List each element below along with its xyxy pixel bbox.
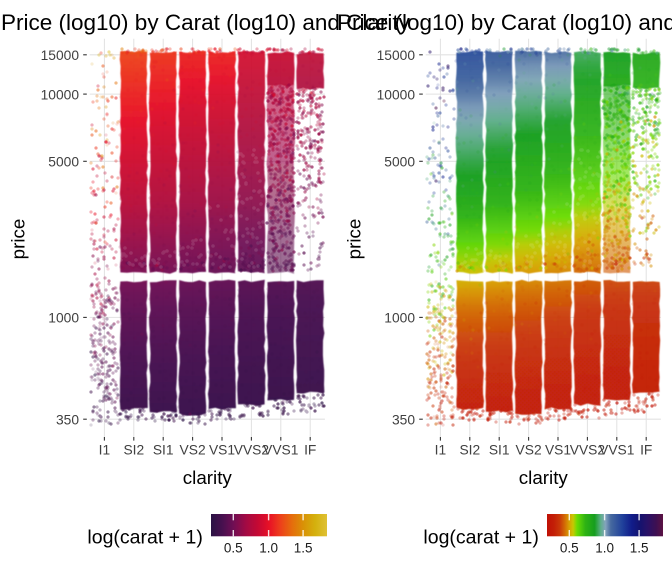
svg-text:0.5: 0.5 [560,541,579,556]
svg-text:15000: 15000 [41,48,80,63]
svg-text:log(carat + 1): log(carat + 1) [423,527,538,549]
svg-text:VS1: VS1 [545,443,571,458]
svg-text:1.5: 1.5 [630,541,649,556]
svg-text:price: price [344,219,365,260]
svg-text:1000: 1000 [48,311,79,326]
svg-text:VVS2: VVS2 [234,443,269,458]
svg-text:log(carat + 1): log(carat + 1) [87,527,202,549]
svg-text:price: price [8,219,29,260]
svg-text:VVS1: VVS1 [263,443,298,458]
svg-text:VVS2: VVS2 [570,443,605,458]
svg-text:clarity: clarity [519,467,569,488]
svg-text:1.0: 1.0 [259,541,278,556]
svg-text:15000: 15000 [377,48,416,63]
svg-text:SI2: SI2 [459,443,480,458]
svg-text:SI1: SI1 [489,443,510,458]
svg-text:5000: 5000 [384,155,415,170]
svg-text:SI1: SI1 [153,443,174,458]
svg-text:1.5: 1.5 [294,541,313,556]
svg-text:SI2: SI2 [123,443,144,458]
svg-text:10000: 10000 [41,87,80,102]
svg-text:IF: IF [304,443,316,458]
svg-text:1000: 1000 [384,311,415,326]
svg-text:350: 350 [56,412,79,427]
svg-text:10000: 10000 [377,87,416,102]
svg-text:Price (log10) by Carat (log10): Price (log10) by Carat (log10) and Clari… [1,10,411,35]
svg-text:VS2: VS2 [516,443,542,458]
svg-text:0.5: 0.5 [224,541,243,556]
svg-text:VVS1: VVS1 [599,443,634,458]
svg-text:I1: I1 [99,443,111,458]
svg-text:VS2: VS2 [180,443,206,458]
svg-text:1.0: 1.0 [595,541,614,556]
svg-text:I1: I1 [435,443,447,458]
svg-text:IF: IF [640,443,652,458]
svg-text:VS1: VS1 [209,443,235,458]
svg-text:350: 350 [392,412,415,427]
svg-text:clarity: clarity [183,467,233,488]
svg-text:5000: 5000 [48,155,79,170]
svg-text:Price (log10) by Carat (log10): Price (log10) by Carat (log10) and Clari… [337,10,672,35]
